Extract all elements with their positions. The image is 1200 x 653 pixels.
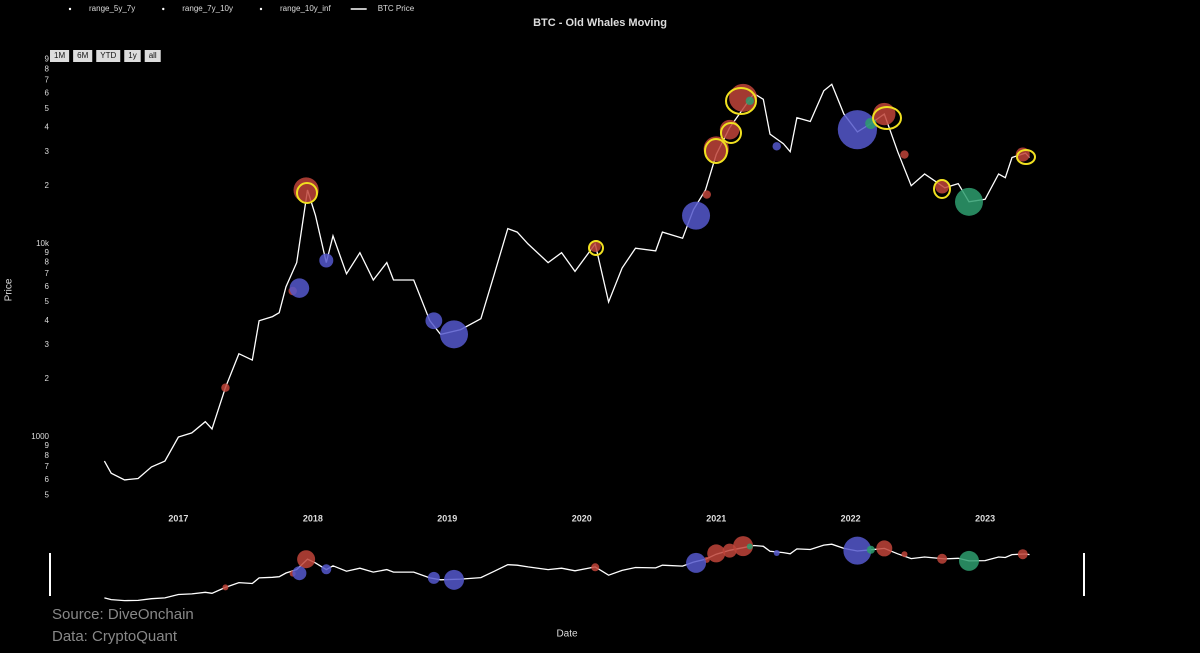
bubble [837,110,877,150]
y-tick-label: 9 [45,441,50,450]
range-button-label[interactable]: 1y [128,51,136,60]
y-tick-label: 6 [45,89,50,98]
range-button[interactable] [96,50,121,62]
mini-bubble [427,571,440,584]
bubble [682,201,711,230]
y-tick-label: 5 [45,490,50,499]
y-tick-label: 2 [45,374,50,383]
mini-bubble [733,536,754,557]
mini-bubble [297,550,316,569]
highlight-ring [296,182,318,204]
bubble [221,383,230,392]
bubble [935,179,950,194]
mini-bubble [746,543,753,550]
mini-bubble [444,569,465,590]
mini-bubble [843,536,872,565]
y-tick-label: 10k [36,239,50,248]
mini-bubble [866,545,875,554]
x-tick-label: 2019 [437,513,457,523]
bubble [425,312,443,330]
y-axis-title: Price [4,278,15,301]
y-tick-label: 6 [45,282,50,291]
bubble [289,278,310,298]
x-axis-title: Date [556,629,578,640]
bubble [1015,147,1030,162]
y-tick-label: 9 [45,55,50,64]
legend-label[interactable]: range_10y_inf [280,4,331,13]
x-tick-label: 2018 [303,513,323,523]
mini-bubble [707,544,726,563]
highlight-ring [588,240,604,256]
highlight-ring [933,179,951,199]
y-tick-label: 2 [45,181,50,190]
x-tick-label: 2017 [168,513,188,523]
y-tick-label: 5 [45,104,50,113]
highlights [296,87,1036,256]
y-tick-label: 6 [45,475,50,484]
y-tick-label: 7 [45,269,50,278]
x-tick-label: 2023 [975,513,995,523]
legend-label[interactable]: range_5y_7y [89,4,135,13]
legend-swatch [162,7,165,11]
y-tick-label: 4 [45,123,50,132]
bubble [319,253,334,268]
range-button-label[interactable]: 6M [77,51,88,60]
highlight-ring [872,106,902,130]
y-tick-label: 3 [45,147,50,156]
range-button[interactable] [124,50,141,62]
chart-title: BTC - Old Whales Moving [533,17,667,29]
legend-swatch [259,7,263,11]
y-tick-label: 9 [45,248,50,257]
range-button-label[interactable]: all [149,51,157,60]
legend-swatch [68,7,72,11]
mini-bubble [1017,549,1028,560]
mini-bubble [292,566,307,581]
mini-bubble [222,584,229,591]
range-button-label[interactable]: YTD [100,51,116,60]
highlight-ring [720,122,742,144]
x-tick-label: 2022 [841,513,861,523]
range-button[interactable] [144,50,161,62]
y-tick-label: 4 [45,316,50,325]
data-annotation: Data: CryptoQuant [52,628,178,645]
mini-bubble [773,550,780,557]
y-tick-label: 8 [45,258,50,267]
y-tick-label: 7 [45,462,50,471]
range-button-label[interactable]: 1M [54,51,65,60]
range-button[interactable] [73,50,93,62]
y-tick-label: 1000 [31,432,49,441]
mini-bubble [901,551,908,558]
mini-bubble [937,553,948,564]
mini-bubble [876,540,893,557]
bubble [702,190,712,199]
bubble [772,142,781,151]
bubble [745,96,755,106]
bubble [900,150,909,159]
legend-label[interactable]: range_7y_10y [182,4,233,13]
x-tick-label: 2021 [706,513,726,523]
highlight-ring [1016,149,1036,165]
bubble [954,187,983,216]
y-tick-label: 5 [45,297,50,306]
mini-bubble [686,552,707,573]
range-button[interactable] [50,50,70,62]
y-tick-label: 3 [45,340,50,349]
legend-label[interactable]: BTC Price [378,4,415,13]
highlight-ring [704,138,728,164]
mini-bubble [321,564,332,575]
source-annotation: Source: DiveOnchain [52,606,194,623]
mini-bubble [591,563,600,572]
x-tick-label: 2020 [572,513,592,523]
bubble [589,240,601,253]
bubble [440,320,469,349]
highlight-ring [725,87,757,115]
y-tick-label: 7 [45,76,50,85]
y-tick-label: 8 [45,451,50,460]
y-tick-label: 8 [45,65,50,74]
mini-bubble [958,550,979,571]
